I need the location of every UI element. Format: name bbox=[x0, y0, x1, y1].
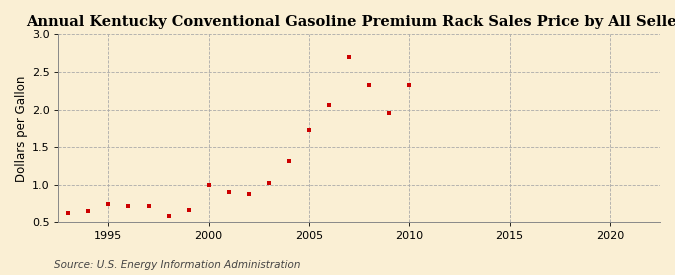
Point bbox=[384, 111, 395, 116]
Point bbox=[143, 204, 154, 208]
Point bbox=[83, 209, 94, 213]
Point bbox=[364, 83, 375, 88]
Point bbox=[63, 211, 74, 216]
Point bbox=[123, 204, 134, 208]
Point bbox=[163, 214, 174, 219]
Title: Annual Kentucky Conventional Gasoline Premium Rack Sales Price by All Sellers: Annual Kentucky Conventional Gasoline Pr… bbox=[26, 15, 675, 29]
Point bbox=[404, 83, 414, 88]
Point bbox=[244, 192, 254, 196]
Point bbox=[323, 103, 334, 107]
Text: Source: U.S. Energy Information Administration: Source: U.S. Energy Information Administ… bbox=[54, 260, 300, 270]
Point bbox=[344, 55, 354, 59]
Point bbox=[203, 183, 214, 187]
Point bbox=[103, 201, 114, 206]
Point bbox=[304, 128, 315, 132]
Point bbox=[263, 180, 274, 185]
Point bbox=[223, 189, 234, 194]
Point bbox=[183, 207, 194, 212]
Y-axis label: Dollars per Gallon: Dollars per Gallon bbox=[15, 75, 28, 182]
Point bbox=[284, 158, 294, 163]
